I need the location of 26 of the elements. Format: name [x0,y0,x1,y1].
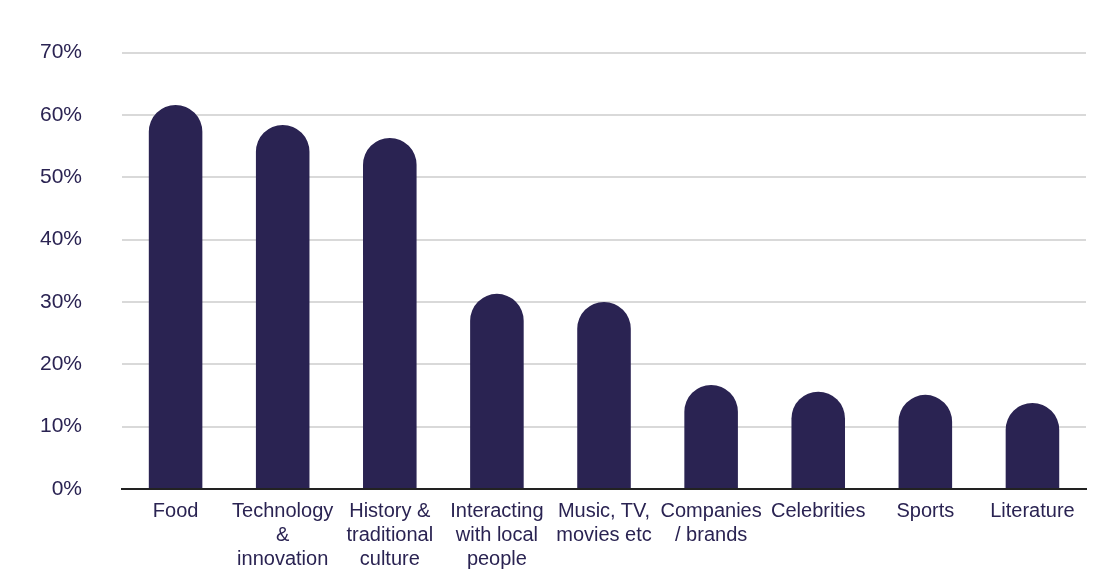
x-tick-label: Literature [990,498,1075,521]
bar [577,301,631,488]
y-tick-label: 10% [40,413,83,437]
y-tick-label: 40% [40,226,83,250]
x-tick-label: Technology & innovation [232,498,334,569]
bar [1005,402,1060,488]
y-tick-label: 60% [40,101,83,125]
x-tick-label: Celebrities [770,498,866,521]
x-tick-label: Interacting with local people [450,498,544,569]
x-tick-label: Companies / brands [660,498,762,545]
y-tick-label: 20% [40,351,83,375]
y-tick-label: 50% [40,164,83,188]
x-tick-label: History & traditional culture [346,498,434,569]
bar [470,293,524,488]
bar [363,138,417,488]
x-tick-label: Music, TV, movies etc [556,498,652,545]
bar [684,384,738,488]
bar [148,104,203,488]
bar [255,124,310,488]
bar [898,394,953,488]
y-tick-label: 0% [51,475,83,499]
y-tick-label: 70% [40,39,83,63]
bar [791,391,846,488]
x-tick-label: Food [152,498,199,521]
y-tick-label: 30% [40,288,83,312]
x-tick-label: Sports [896,498,955,521]
